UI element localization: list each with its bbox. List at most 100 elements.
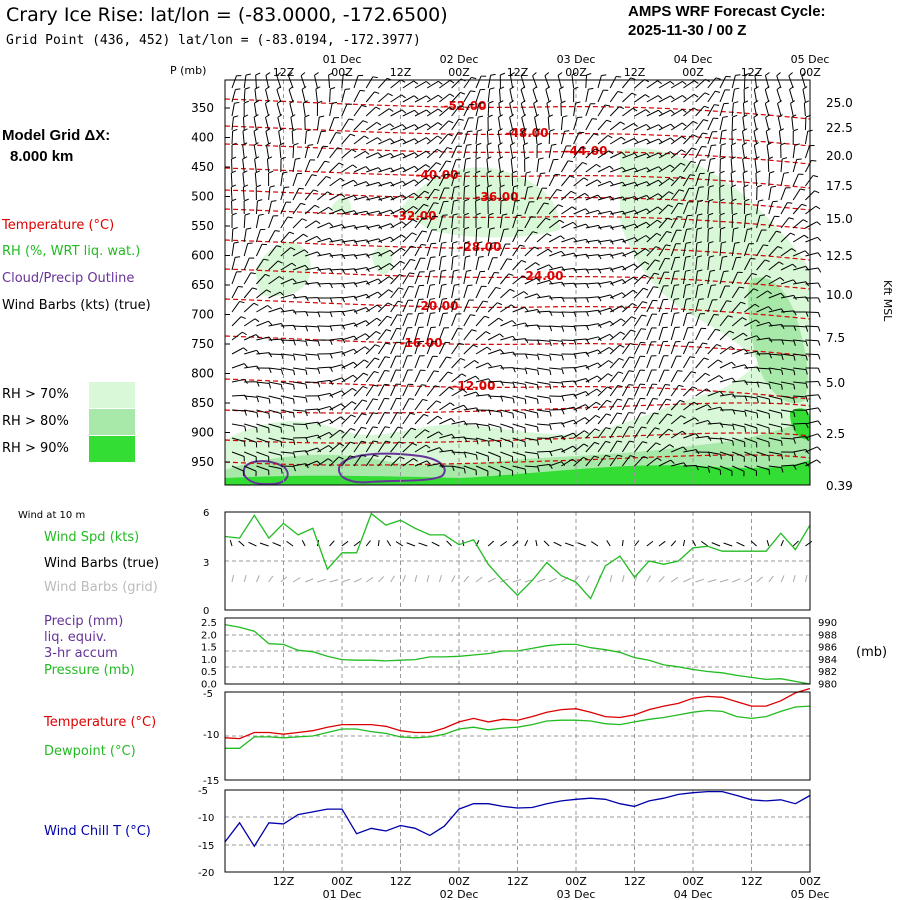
wind-barb-flag	[264, 273, 271, 277]
wind-barb	[488, 364, 502, 369]
wind-barb	[475, 131, 478, 145]
wind-barb	[329, 429, 341, 439]
wind-barb	[646, 219, 658, 229]
wind-barb	[549, 281, 563, 285]
wind-barb-flag	[733, 227, 739, 230]
wind-barb-flag	[256, 397, 259, 403]
wind-barb-flag	[780, 413, 783, 419]
wind-barb-flag	[475, 454, 478, 460]
wind-barb	[670, 415, 682, 425]
wind-barb	[500, 437, 513, 443]
wind-barb	[305, 447, 318, 453]
wind-barb-flag	[399, 456, 405, 460]
wind-barb	[451, 465, 465, 469]
wind-barb-flag	[770, 185, 777, 188]
wind-barb-flag	[658, 138, 663, 143]
wind-barb	[268, 423, 282, 429]
wind-barb	[329, 253, 343, 257]
wind-barb	[426, 80, 439, 89]
wind-barb-flag	[281, 369, 284, 375]
wind-barb-flag	[524, 322, 529, 328]
wind-barb-flag	[525, 171, 531, 174]
wind-barb-flag	[777, 100, 782, 104]
wind-barb	[756, 321, 770, 327]
wind-barb-flag	[265, 86, 270, 90]
legend-precip-liq: liq. equiv.	[44, 630, 107, 645]
wind-barb	[622, 289, 634, 299]
time-label-top: 00Z	[565, 66, 587, 79]
wind-barb-flag	[525, 338, 529, 344]
wind-barb-flag	[701, 145, 707, 148]
wind-barb	[278, 131, 282, 145]
wind-barb	[658, 271, 665, 285]
wind-barb	[256, 305, 268, 313]
wind-barb-flag	[805, 369, 808, 375]
wind-barb	[280, 173, 284, 187]
wind-barb	[475, 257, 480, 271]
wind-barb	[268, 395, 282, 400]
wind-barb-flag	[317, 326, 321, 332]
wind-barb-flag	[314, 72, 319, 76]
wind-barb-flag	[244, 213, 250, 216]
surface-barb-grid	[365, 577, 374, 583]
wind-barb-flag	[329, 380, 334, 385]
wind-barb-flag	[704, 105, 710, 109]
wind-barb-flag	[697, 283, 704, 286]
wind-barb	[463, 77, 472, 89]
wind-barb	[573, 146, 582, 159]
wind-barb	[500, 351, 514, 355]
wind-barb-flag	[535, 128, 541, 132]
wind-barb-flag	[524, 306, 529, 312]
wind-barb	[670, 80, 683, 89]
wind-barb-flag	[594, 428, 600, 432]
wind-barb-flag	[657, 95, 663, 100]
wind-barb-flag	[658, 109, 663, 114]
wind-barb	[585, 118, 593, 131]
wind-barb-flag	[386, 315, 392, 319]
wind-barb	[524, 308, 538, 313]
wind-barb-flag	[745, 213, 751, 216]
wind-barb	[658, 384, 666, 397]
wind-barb-flag	[388, 289, 394, 293]
wind-barb	[585, 336, 599, 341]
wind-barb-flag	[696, 241, 702, 244]
wind-barb-flag	[401, 94, 406, 99]
wind-barb-flag	[758, 199, 764, 202]
wind-barb	[438, 215, 444, 229]
wind-barb-flag	[779, 128, 784, 132]
wind-barb-flag	[328, 432, 334, 437]
wind-barb	[463, 329, 473, 341]
temperature-contour-label: -20.00	[416, 299, 459, 313]
wind-barb-flag	[665, 244, 671, 247]
wind-barb-flag	[364, 346, 370, 351]
wind-barb	[439, 402, 451, 411]
wind-barb	[451, 257, 454, 271]
wind-barb-flag	[546, 100, 552, 104]
wind-barb	[439, 371, 449, 383]
wind-barb	[305, 421, 319, 425]
wind-barb-flag	[411, 232, 417, 236]
wind-barb-flag	[291, 128, 297, 132]
wind-barb-flag	[776, 72, 781, 77]
wind-barb-flag	[454, 172, 461, 174]
wind-barb-flag	[231, 170, 237, 174]
pressure-tick: 950	[191, 455, 214, 469]
wind-barb	[402, 109, 415, 117]
wind-barb	[256, 409, 270, 414]
wind-barb-flag	[278, 276, 284, 280]
wind-barb	[378, 249, 391, 257]
wind-barb	[451, 404, 464, 411]
wind-barb-flag	[756, 335, 761, 340]
wind-barb-flag	[533, 100, 538, 104]
wind-barb-flag	[439, 447, 444, 452]
wind-barb	[512, 465, 526, 470]
wind-barb-flag	[616, 426, 623, 429]
wind-barb	[414, 137, 427, 145]
wind-barb	[390, 167, 403, 173]
wind-barb	[230, 186, 233, 201]
surface-barb-true	[805, 540, 813, 547]
wind-barb	[764, 89, 770, 103]
wind-barb	[512, 291, 525, 299]
wind-barb	[756, 395, 770, 400]
wind-barb	[414, 95, 427, 103]
